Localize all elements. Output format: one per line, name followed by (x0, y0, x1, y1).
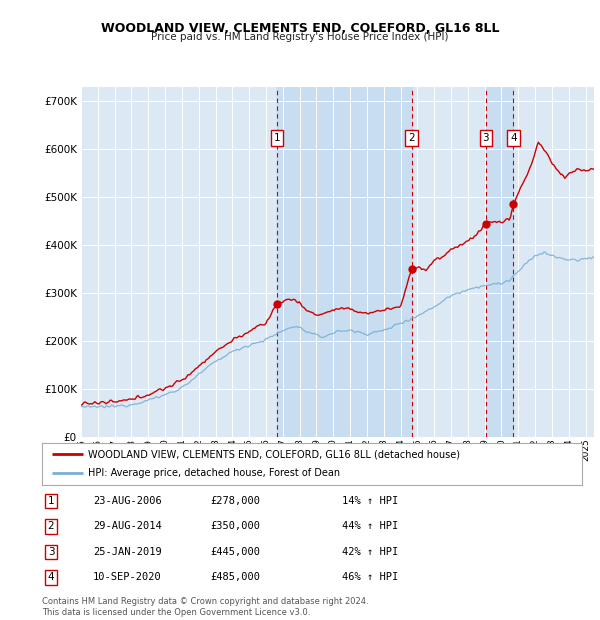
Text: 3: 3 (482, 133, 489, 143)
Text: 29-AUG-2014: 29-AUG-2014 (93, 521, 162, 531)
Text: 23-AUG-2006: 23-AUG-2006 (93, 496, 162, 506)
Text: 10-SEP-2020: 10-SEP-2020 (93, 572, 162, 582)
Text: 14% ↑ HPI: 14% ↑ HPI (342, 496, 398, 506)
Text: £350,000: £350,000 (210, 521, 260, 531)
Text: Contains HM Land Registry data © Crown copyright and database right 2024.
This d: Contains HM Land Registry data © Crown c… (42, 598, 368, 617)
Text: 4: 4 (510, 133, 517, 143)
Text: 1: 1 (47, 496, 55, 506)
Bar (486, 87, 514, 437)
Text: Price paid vs. HM Land Registry's House Price Index (HPI): Price paid vs. HM Land Registry's House … (151, 32, 449, 42)
Text: WOODLAND VIEW, CLEMENTS END, COLEFORD, GL16 8LL (detached house): WOODLAND VIEW, CLEMENTS END, COLEFORD, G… (88, 449, 460, 459)
Text: 3: 3 (47, 547, 55, 557)
Text: WOODLAND VIEW, CLEMENTS END, COLEFORD, GL16 8LL: WOODLAND VIEW, CLEMENTS END, COLEFORD, G… (101, 22, 499, 35)
Text: £278,000: £278,000 (210, 496, 260, 506)
Text: £445,000: £445,000 (210, 547, 260, 557)
Text: 46% ↑ HPI: 46% ↑ HPI (342, 572, 398, 582)
Text: 1: 1 (274, 133, 280, 143)
Bar (277, 87, 412, 437)
Text: 42% ↑ HPI: 42% ↑ HPI (342, 547, 398, 557)
Text: 4: 4 (47, 572, 55, 582)
Text: HPI: Average price, detached house, Forest of Dean: HPI: Average price, detached house, Fore… (88, 469, 340, 479)
Text: 2: 2 (47, 521, 55, 531)
Text: 25-JAN-2019: 25-JAN-2019 (93, 547, 162, 557)
Text: £485,000: £485,000 (210, 572, 260, 582)
Text: 44% ↑ HPI: 44% ↑ HPI (342, 521, 398, 531)
Text: 2: 2 (409, 133, 415, 143)
